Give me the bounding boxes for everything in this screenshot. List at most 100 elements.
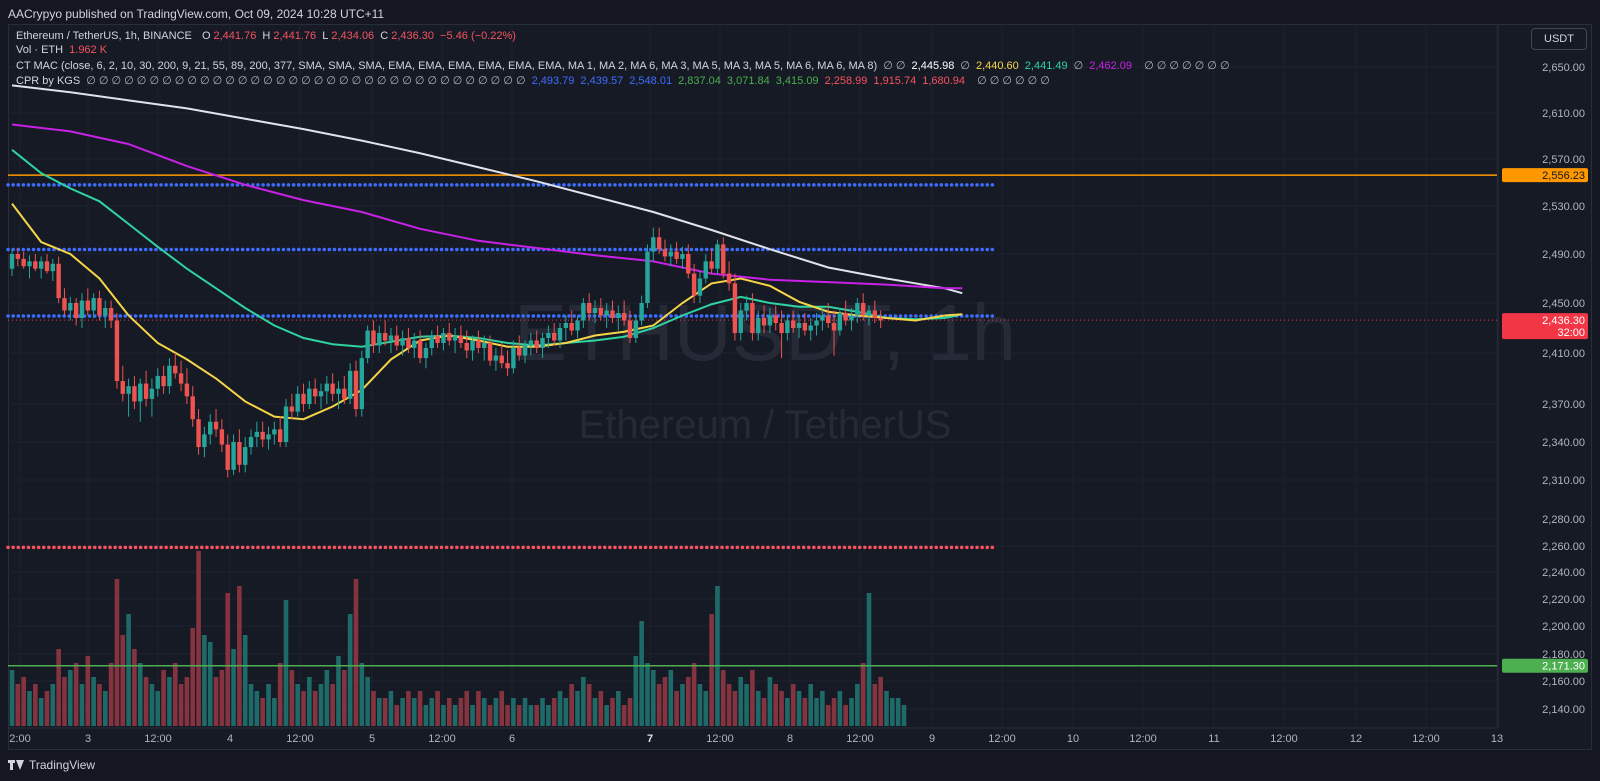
candle-body xyxy=(330,383,335,394)
candle-body xyxy=(686,254,691,274)
volume-bar xyxy=(207,642,213,726)
candle-body xyxy=(324,383,330,392)
candle-body xyxy=(62,298,67,311)
candle-body xyxy=(44,261,50,272)
volume-bar xyxy=(709,614,714,726)
volume-bar xyxy=(283,600,289,726)
volume-bar xyxy=(50,684,56,726)
candle-body xyxy=(511,348,516,369)
candle-body xyxy=(33,261,38,269)
candle-body xyxy=(50,263,56,272)
candle-body xyxy=(178,373,184,384)
candle-body xyxy=(796,323,802,328)
candle-body xyxy=(651,237,656,252)
moving-average-line-1 xyxy=(11,123,963,290)
volume-bar xyxy=(464,691,470,726)
candle-body xyxy=(592,308,598,313)
volume-bar xyxy=(779,691,784,726)
volume-bar xyxy=(149,684,155,726)
volume-bar xyxy=(423,705,429,726)
candle-body xyxy=(721,244,726,274)
volume-bar xyxy=(901,705,907,726)
volume-bar xyxy=(837,691,843,726)
chart-frame[interactable] xyxy=(8,24,1592,750)
x-tick-label: 12:00 xyxy=(846,733,874,745)
volume-bar xyxy=(843,705,848,726)
candle-body xyxy=(266,434,271,440)
volume-bar xyxy=(178,684,184,726)
candle-body xyxy=(761,318,767,326)
candle-body xyxy=(522,345,528,356)
candle-body xyxy=(773,315,778,323)
x-tick-label: 3 xyxy=(85,733,91,745)
y-tick-label: 2,310.00 xyxy=(1542,475,1585,487)
volume-bar xyxy=(831,698,837,726)
tradingview-brand[interactable]: TradingView xyxy=(8,758,95,772)
volume-bar xyxy=(62,677,67,726)
volume-bar xyxy=(616,691,621,726)
volume-bar xyxy=(79,684,85,726)
x-tick-label: 12:00 xyxy=(428,733,456,745)
volume-bar xyxy=(645,663,650,726)
candle-body xyxy=(155,375,160,389)
candle-body xyxy=(237,442,242,465)
candle-body xyxy=(831,323,837,331)
candle-body xyxy=(318,391,324,397)
volume-bar xyxy=(499,691,505,726)
candle-body xyxy=(668,251,673,257)
candle-body xyxy=(377,333,382,346)
y-tick-label: 2,180.00 xyxy=(1542,649,1585,661)
candle-body xyxy=(470,340,475,351)
candle-body xyxy=(260,431,265,440)
volume-bar xyxy=(680,684,685,726)
x-tick-label: 5 xyxy=(369,733,375,745)
cpr-value-7: 1,915.74 xyxy=(873,75,917,87)
y-tick-label: 2,530.00 xyxy=(1542,201,1585,213)
volume-bar xyxy=(73,663,79,726)
volume-bar xyxy=(767,677,773,726)
candle-body xyxy=(837,313,843,331)
candle-body xyxy=(581,303,586,321)
volume-bar xyxy=(102,691,108,726)
candle-body xyxy=(709,261,714,269)
volume-bar xyxy=(452,705,458,726)
cpr-legend[interactable]: CPR by KGS ∅ ∅ ∅ ∅ ∅ ∅ ∅ ∅ ∅ ∅ ∅ ∅ ∅ ∅ ∅… xyxy=(16,74,1053,87)
volume-bar xyxy=(860,663,866,726)
y-tick-label: 2,570.00 xyxy=(1542,154,1585,166)
candle-body xyxy=(447,333,452,341)
volume-bar xyxy=(301,691,306,726)
candle-body xyxy=(213,421,219,430)
cpr-values: 2,493.79 2,439.57 2,548.01 2,837.04 3,071.84… xyxy=(532,75,971,87)
candle-body xyxy=(726,273,732,284)
x-tick-label: 8 xyxy=(787,733,793,745)
candle-body xyxy=(97,298,102,316)
moving-average-line-3 xyxy=(11,203,963,421)
ctmac-value-5: 2,462.09 xyxy=(1089,60,1133,72)
volume-label: Vol · ETH xyxy=(16,44,64,56)
currency-button[interactable]: USDT xyxy=(1531,28,1587,50)
volume-bar xyxy=(190,628,196,726)
volume-bar xyxy=(522,698,528,726)
price-badge-label: 2,556.23 xyxy=(1542,170,1585,182)
candle-body xyxy=(779,323,784,333)
volume-bar xyxy=(890,698,895,726)
candle-body xyxy=(756,318,761,333)
price-badge-label: 2,171.30 xyxy=(1542,661,1585,673)
volume-bar xyxy=(551,698,557,726)
volume-legend[interactable]: Vol · ETH 1.962 K xyxy=(16,44,110,56)
candle-body xyxy=(674,251,679,259)
candle-body xyxy=(860,303,866,316)
candle-body xyxy=(336,388,341,394)
candle-body xyxy=(184,383,190,397)
symbol-title[interactable]: Ethereum / TetherUS, 1h, BINANCE xyxy=(16,30,192,42)
volume-bar xyxy=(820,691,825,726)
volume-bar xyxy=(557,691,563,726)
cpr-label: CPR by KGS xyxy=(16,75,81,87)
ctmac-legend[interactable]: CT MAC (close, 6, 2, 10, 30, 200, 9, 21,… xyxy=(16,59,1233,72)
volume-bar xyxy=(516,705,522,726)
candle-body xyxy=(21,258,26,267)
volume-bar xyxy=(476,691,481,726)
x-tick-label: 12:00 xyxy=(1412,733,1440,745)
volume-bar xyxy=(254,691,260,726)
